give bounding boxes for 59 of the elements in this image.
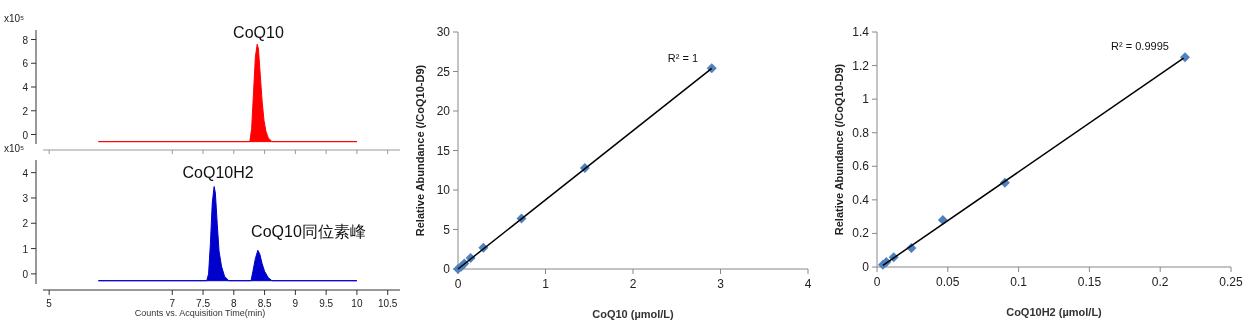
x-tick-label: 3 xyxy=(717,277,725,291)
x-tick-label: 0.05 xyxy=(936,275,960,289)
y-axis-title: x10⁵ xyxy=(4,13,25,24)
y-tick-label: 0.4 xyxy=(852,192,870,207)
x-tick-label: 7.5 xyxy=(196,298,211,309)
point xyxy=(937,215,948,225)
annotation: CoQ10同位素峰 xyxy=(251,223,366,240)
x-tick-label: 0.15 xyxy=(1077,275,1102,289)
y-tick-label: 0 xyxy=(862,260,870,274)
y-tick-label: 15 xyxy=(436,143,451,158)
y-tick-label: 0.2 xyxy=(852,226,870,241)
y-axis-title: Relative Abundance (/CoQ10-D9) xyxy=(833,63,845,236)
x-tick-label: 4 xyxy=(804,277,812,291)
y-tick-label: 8 xyxy=(22,34,29,46)
annotation: CoQ10H2 xyxy=(182,164,254,181)
x-tick-label: 10 xyxy=(351,298,363,309)
annotation: R² = 0.9995 xyxy=(1111,40,1169,52)
y-tick-label: 4 xyxy=(22,167,29,179)
x-tick-label: 7 xyxy=(169,298,176,309)
x-tick-label: 9.5 xyxy=(319,298,334,309)
x-axis-title: CoQ10H2 (µmol/L) xyxy=(1006,306,1103,318)
y-tick-label: 0.6 xyxy=(852,159,870,174)
y-tick-label: 3 xyxy=(22,192,29,204)
y-tick-label: 1.4 xyxy=(852,25,870,39)
y-tick-label: 0 xyxy=(22,129,29,141)
x-tick-label: 0.25 xyxy=(1219,275,1243,289)
x-tick-label: 1 xyxy=(542,277,550,291)
annotation: R² = 1 xyxy=(667,52,699,64)
point xyxy=(1179,52,1190,63)
y-axis-title: Relative Abundance (/CoQ10-D9) xyxy=(414,64,426,237)
x-tick-label: 2 xyxy=(629,277,637,291)
y-tick-label: 2 xyxy=(22,218,29,230)
y-tick-label: 0 xyxy=(443,262,451,276)
y-tick-label: 4 xyxy=(22,82,29,93)
annotation: CoQ10 xyxy=(233,24,284,41)
y-tick-label: 10 xyxy=(436,183,451,197)
y-tick-label: 1.2 xyxy=(852,58,870,73)
x-axis-title: CoQ10 (µmol/L) xyxy=(592,308,675,320)
x-axis-title: Counts vs. Acquisition Time(min) xyxy=(134,308,266,318)
x-tick-label: 10.5 xyxy=(377,298,398,309)
y-tick-label: 6 xyxy=(22,58,29,70)
x-tick-label: 0 xyxy=(873,275,881,289)
x-tick-label: 5 xyxy=(46,298,53,309)
y-tick-label: 30 xyxy=(436,25,451,39)
y-tick-label: 2 xyxy=(22,105,29,117)
point xyxy=(706,63,717,74)
y-tick-label: 1 xyxy=(862,92,870,107)
x-tick-label: 0 xyxy=(454,277,462,291)
y-tick-label: 20 xyxy=(436,104,451,118)
x-tick-label: 9 xyxy=(292,298,299,309)
x-tick-label: 0.1 xyxy=(1010,275,1028,289)
x-tick-label: 8.5 xyxy=(257,298,272,309)
x-tick-label: 0.2 xyxy=(1151,275,1169,289)
y-tick-label: 0.8 xyxy=(852,125,870,140)
y-tick-label: 25 xyxy=(436,64,451,79)
y-tick-label: 5 xyxy=(443,222,451,237)
x-tick-label: 8 xyxy=(231,298,238,309)
y-axis-title: x10⁵ xyxy=(4,143,25,154)
y-tick-label: 1 xyxy=(22,243,29,255)
